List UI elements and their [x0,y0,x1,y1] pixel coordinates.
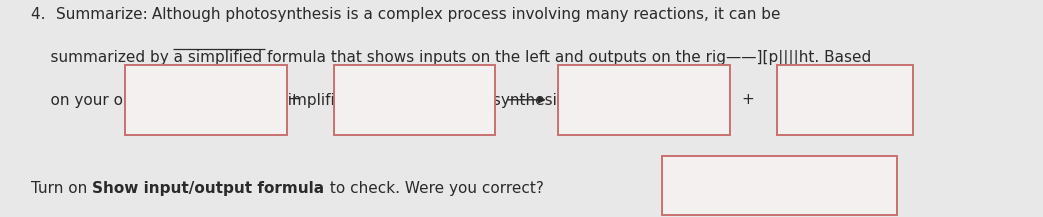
Text: on your observations, write a simplified formula for photosynthesis:: on your observations, write a simplified… [31,93,571,108]
Text: +: + [742,92,754,107]
Bar [662,156,897,215]
Bar [558,65,730,135]
Text: to check. Were you correct?: to check. Were you correct? [324,181,543,196]
Text: summarized by a simplified formula that shows inputs on the left and outputs on : summarized by a simplified formula that … [31,50,872,66]
Text: Turn on: Turn on [31,181,93,196]
Text: Summarize:: Summarize: [55,7,147,21]
Text: 4.: 4. [31,7,55,21]
Bar [334,65,495,135]
Text: Although photosynthesis is a complex process involving many reactions, it can be: Although photosynthesis is a complex pro… [147,7,781,21]
Text: Show input/output formula: Show input/output formula [93,181,324,196]
Text: +: + [288,92,300,107]
Bar [125,65,287,135]
Bar [777,65,913,135]
